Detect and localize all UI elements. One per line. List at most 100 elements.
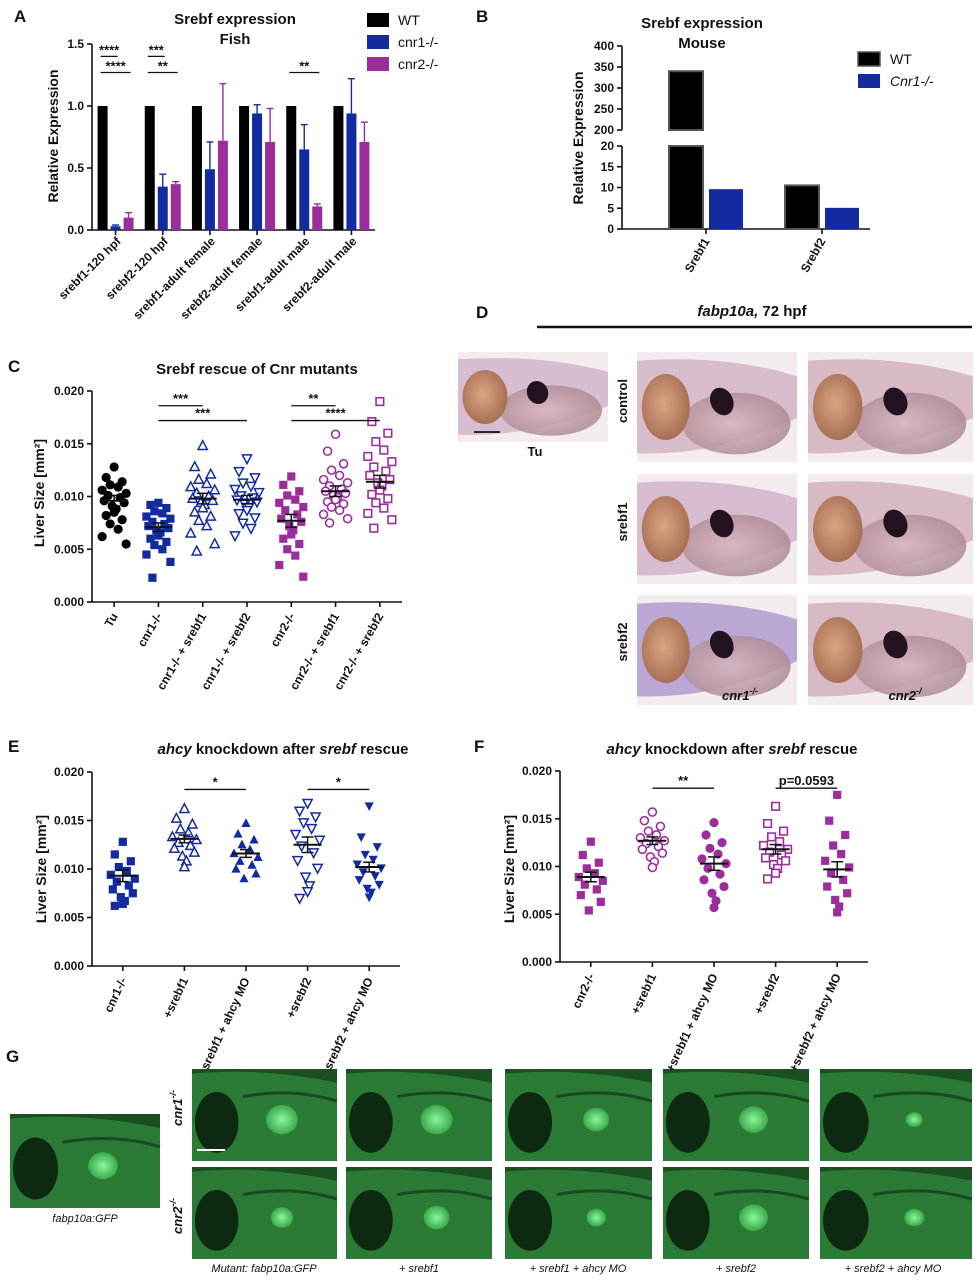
image-cnr1-gfp bbox=[192, 1069, 338, 1161]
y-tick-label: 0.000 bbox=[54, 959, 84, 973]
data-point bbox=[166, 557, 175, 567]
panel-g-caption-srebf1: + srebf1 bbox=[399, 1263, 439, 1275]
eye bbox=[348, 1092, 393, 1153]
panel-label-c: C bbox=[8, 357, 20, 376]
data-point bbox=[841, 830, 850, 840]
x-tick-label: +srebf1 bbox=[160, 975, 191, 1020]
data-point bbox=[387, 457, 397, 467]
data-point bbox=[705, 843, 715, 853]
data-point bbox=[241, 454, 253, 466]
legend-swatch-cnr1 bbox=[367, 35, 389, 49]
y-tick-label: 0.015 bbox=[522, 812, 552, 826]
data-point bbox=[831, 895, 840, 905]
bar bbox=[252, 113, 263, 230]
y-tick-label: 0.010 bbox=[54, 490, 84, 504]
data-point bbox=[596, 897, 605, 906]
liver-gfp bbox=[420, 1104, 453, 1135]
data-point bbox=[293, 806, 306, 818]
data-point bbox=[118, 837, 127, 846]
notochord bbox=[62, 1136, 161, 1149]
notochord bbox=[242, 1091, 338, 1103]
panel-b-title: Srebf expression bbox=[641, 15, 763, 32]
image-larva bbox=[637, 595, 797, 705]
significance-label: ** bbox=[299, 59, 310, 74]
bar bbox=[299, 149, 310, 230]
bar bbox=[333, 106, 344, 230]
data-point bbox=[200, 477, 213, 489]
yolk bbox=[854, 514, 967, 577]
data-point bbox=[162, 504, 171, 513]
panel-d-wt-label: Tu bbox=[528, 444, 543, 459]
data-point bbox=[275, 560, 284, 570]
data-point bbox=[701, 830, 711, 840]
panel-f-scatter-chart: F ahcy knockdown after srebf rescue Live… bbox=[474, 737, 868, 1074]
data-point bbox=[233, 828, 243, 838]
data-point bbox=[144, 521, 153, 531]
liver-stain bbox=[709, 387, 734, 416]
eye bbox=[462, 370, 508, 424]
eye bbox=[812, 496, 863, 562]
x-tick-label: cnr2-/- bbox=[569, 971, 597, 1010]
image-cnr2-gfp bbox=[192, 1167, 338, 1259]
data-point bbox=[370, 872, 380, 881]
data-point bbox=[118, 899, 127, 909]
data-point bbox=[233, 466, 245, 478]
data-point bbox=[287, 472, 296, 481]
bar bbox=[265, 141, 276, 230]
legend-swatch-cnr2 bbox=[367, 57, 389, 71]
data-point bbox=[160, 519, 169, 529]
data-point bbox=[287, 530, 296, 539]
panel-label-e: E bbox=[8, 737, 19, 756]
data-point bbox=[379, 445, 389, 455]
bar-lower-segment bbox=[668, 145, 704, 230]
data-point bbox=[192, 472, 205, 484]
significance-label: p=0.0593 bbox=[779, 773, 834, 788]
panel-e-scatter-chart: E ahcy knockdown after srebf rescue Live… bbox=[8, 737, 408, 1078]
data-point bbox=[275, 498, 284, 507]
bar bbox=[346, 113, 357, 230]
data-point bbox=[762, 818, 773, 829]
dorsal-shadow bbox=[505, 1167, 652, 1181]
data-point bbox=[188, 845, 201, 857]
liver-gfp bbox=[586, 1208, 606, 1227]
data-point bbox=[148, 573, 157, 582]
data-point bbox=[707, 888, 717, 898]
data-point bbox=[184, 839, 197, 851]
data-point bbox=[130, 874, 139, 883]
x-tick-label: cnr2-/- bbox=[267, 611, 297, 650]
data-point bbox=[192, 514, 205, 526]
data-point bbox=[354, 876, 364, 885]
dorsal-shadow bbox=[346, 1167, 492, 1181]
y-tick-label: 350 bbox=[594, 60, 614, 74]
data-point bbox=[372, 843, 382, 852]
x-tick-label: +srebf1 + ahcy MO bbox=[195, 975, 253, 1078]
data-point bbox=[356, 833, 366, 843]
data-point bbox=[371, 437, 381, 447]
data-point bbox=[774, 837, 785, 847]
data-point bbox=[364, 893, 374, 903]
data-point bbox=[200, 519, 213, 531]
data-point bbox=[584, 906, 593, 915]
data-point bbox=[647, 807, 658, 817]
notochord bbox=[872, 1091, 973, 1103]
panel-b-bar-chart: B Srebf expression Mouse Relative Expres… bbox=[476, 7, 934, 275]
panel-g-wt-caption: fabp10a:GFP bbox=[52, 1213, 118, 1225]
data-point bbox=[338, 458, 349, 469]
data-point bbox=[324, 518, 335, 528]
dorsal-shadow bbox=[192, 1069, 337, 1083]
data-point bbox=[367, 489, 377, 499]
data-point bbox=[839, 875, 848, 884]
data-point bbox=[364, 802, 374, 812]
data-point bbox=[249, 513, 261, 525]
significance-label: * bbox=[213, 774, 219, 789]
data-point bbox=[291, 855, 304, 867]
panel-label-b: B bbox=[476, 7, 488, 26]
y-tick-label: 0.005 bbox=[54, 542, 84, 556]
data-point bbox=[247, 860, 257, 869]
data-point bbox=[108, 885, 117, 894]
y-tick-label: 0.015 bbox=[54, 437, 84, 451]
yolk bbox=[854, 635, 967, 698]
data-point bbox=[845, 863, 854, 872]
eye bbox=[665, 1092, 710, 1153]
legend-label-wt: WT bbox=[890, 51, 912, 67]
